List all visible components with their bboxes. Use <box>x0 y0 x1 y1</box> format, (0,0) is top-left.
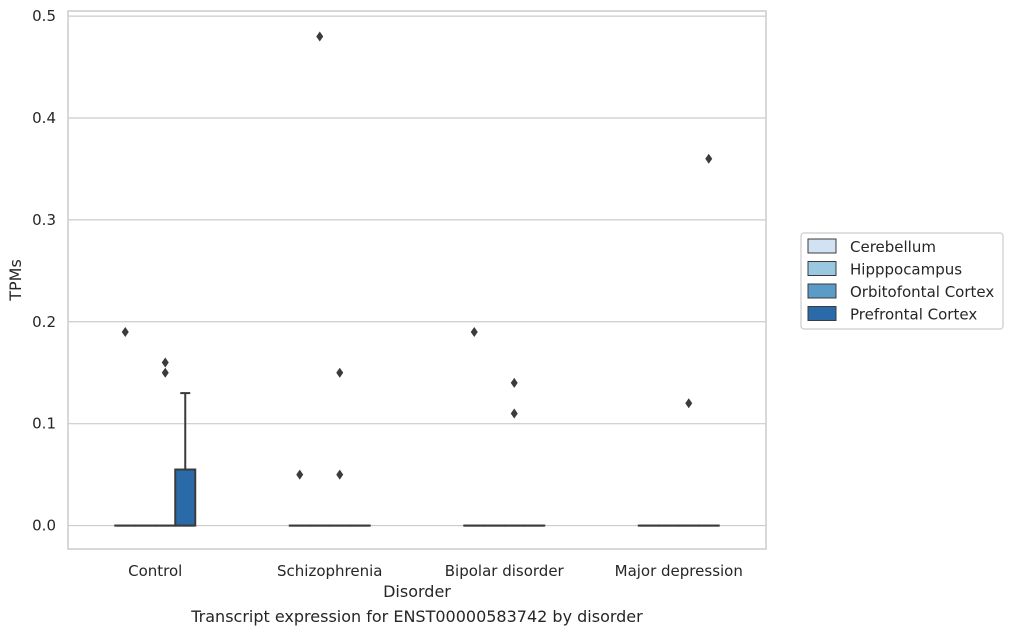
y-tick-label: 0.4 <box>32 109 56 127</box>
box-group <box>288 469 311 527</box>
legend-swatch <box>807 283 837 299</box>
y-tick-label: 0.0 <box>32 517 56 535</box>
legend-frame <box>800 232 1004 330</box>
legend-swatch <box>807 238 837 254</box>
x-tick-label: Schizophrenia <box>277 562 382 580</box>
legend-label: Hipppocampus <box>850 261 962 279</box>
y-axis-ticks: 0.0 0.1 0.2 0.3 0.4 0.5 <box>32 7 56 534</box>
grid-lines <box>68 15 766 527</box>
box <box>174 468 197 527</box>
outlier-point <box>336 367 344 378</box>
outlier-point <box>121 326 129 337</box>
y-tick-label: 0.1 <box>32 415 56 433</box>
box-group <box>463 326 486 527</box>
box-groups <box>114 31 720 527</box>
box-group <box>174 392 197 527</box>
outlier-point <box>705 153 713 164</box>
y-tick-label: 0.3 <box>32 211 56 229</box>
box-group <box>697 153 720 527</box>
plot-frame <box>67 10 767 550</box>
box-group <box>114 326 137 527</box>
outlier-point <box>161 367 169 378</box>
legend-label: Prefrontal Cortex <box>850 306 977 324</box>
box-group <box>328 367 351 527</box>
legend: Cerebellum Hipppocampus Orbitofontal Corte… <box>800 232 1004 330</box>
y-axis-label: TPMs <box>6 259 25 302</box>
box-group <box>154 357 177 527</box>
y-tick-label: 0.2 <box>32 313 56 331</box>
y-tick-label: 0.5 <box>32 7 56 25</box>
outlier-point <box>470 326 478 337</box>
outlier-point <box>336 469 344 480</box>
box-group <box>677 398 700 527</box>
outlier-point <box>685 398 693 409</box>
box-group <box>503 377 526 527</box>
legend-swatch <box>807 306 837 321</box>
legend-label: Cerebellum <box>850 238 936 256</box>
box-group <box>308 31 331 527</box>
outlier-point <box>296 469 304 480</box>
outlier-point <box>510 408 518 419</box>
x-tick-label: Control <box>128 562 182 580</box>
outlier-point <box>316 31 324 42</box>
x-tick-label: Bipolar disorder <box>445 562 565 580</box>
outlier-point <box>161 357 169 368</box>
x-axis-ticks: Control Schizophrenia Bipolar disorder Majo… <box>128 562 743 580</box>
legend-swatch <box>807 261 837 276</box>
x-tick-label: Major depression <box>615 562 743 580</box>
outlier-point <box>510 377 518 388</box>
figure-caption: Transcript expression for ENST0000058374… <box>191 607 643 626</box>
legend-label: Orbitofontal Cortex <box>850 283 994 301</box>
x-axis-label: Disorder <box>383 582 451 601</box>
